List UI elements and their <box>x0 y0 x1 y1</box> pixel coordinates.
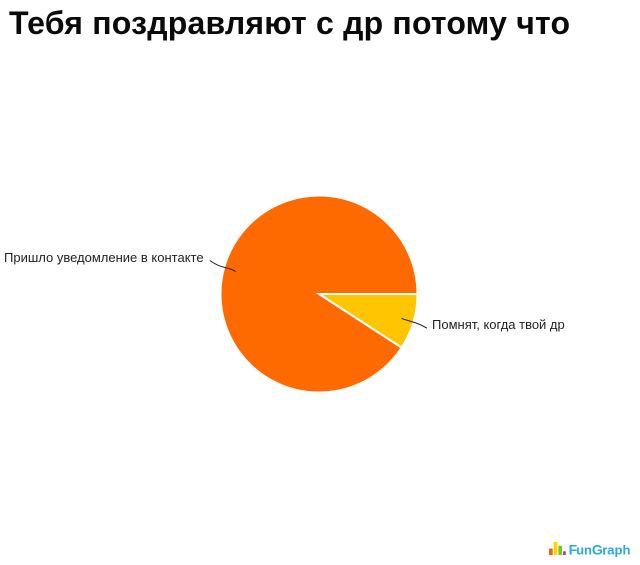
svg-text:raph: raph <box>602 543 630 557</box>
svg-text:un: un <box>576 543 592 557</box>
